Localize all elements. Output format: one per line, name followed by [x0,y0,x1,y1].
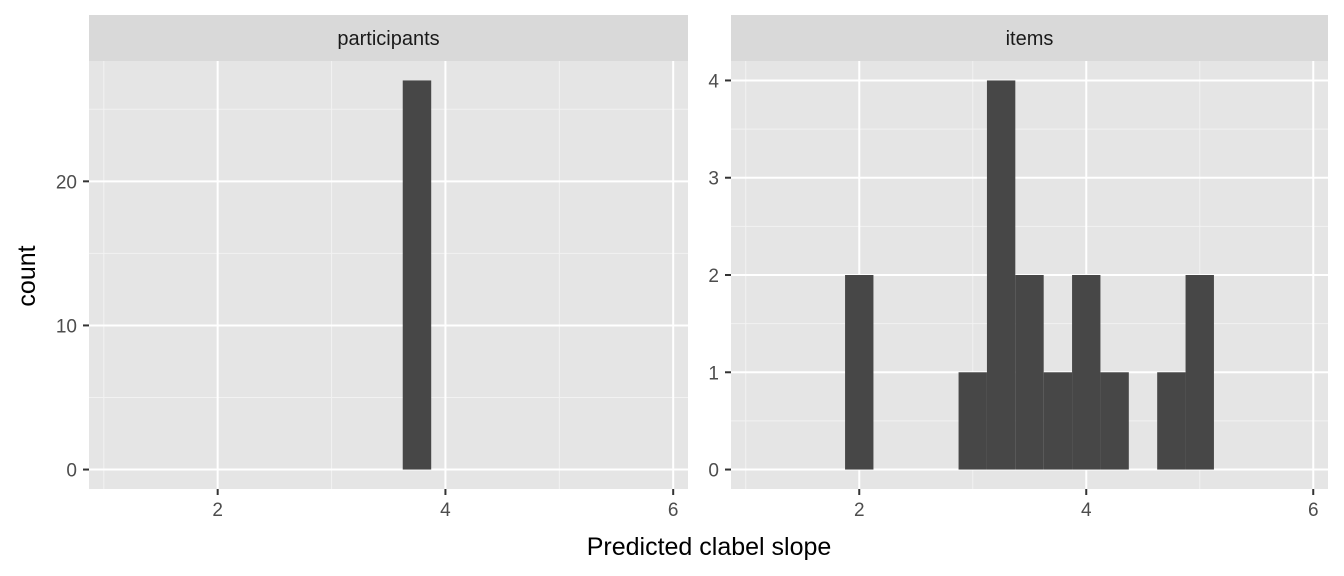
histogram-bar [845,275,874,470]
panel-background [89,61,688,489]
x-tick-label: 4 [440,500,451,521]
y-tick-label: 2 [708,266,719,287]
x-tick-label: 6 [668,500,679,521]
histogram-bar [1015,275,1044,470]
histogram-bar [986,80,1016,470]
x-tick-label: 2 [854,500,865,521]
histogram-bar [1043,372,1073,470]
y-tick-label: 10 [56,316,77,337]
y-tick-label: 0 [66,461,77,482]
x-tick-label: 4 [1081,500,1092,521]
x-axis-title: Predicted clabel slope [587,533,832,561]
histogram-bar [402,80,432,470]
facet-items: items 0 1 2 3 4 2 4 6 [708,15,1328,521]
y-tick-label: 20 [56,172,77,193]
facet-strip-label: items [1006,28,1054,50]
y-tick-label: 1 [708,363,719,384]
x-tick-label: 6 [1308,500,1319,521]
facet-participants: participants 0 10 20 2 4 6 [56,15,688,521]
facet-strip [89,15,688,61]
y-tick-label: 3 [708,169,719,190]
y-tick-label: 0 [708,461,719,482]
x-tick-label: 2 [212,500,223,521]
histogram-bar [958,372,987,470]
histogram-bar [1185,275,1214,470]
y-tick-label: 4 [708,71,719,92]
facet-strip [731,15,1328,61]
facet-strip-label: participants [337,28,439,50]
histogram-bar [1072,275,1101,470]
histogram-bar [1157,372,1186,470]
y-axis-title: count [13,245,41,306]
histogram-bar [1100,372,1129,470]
